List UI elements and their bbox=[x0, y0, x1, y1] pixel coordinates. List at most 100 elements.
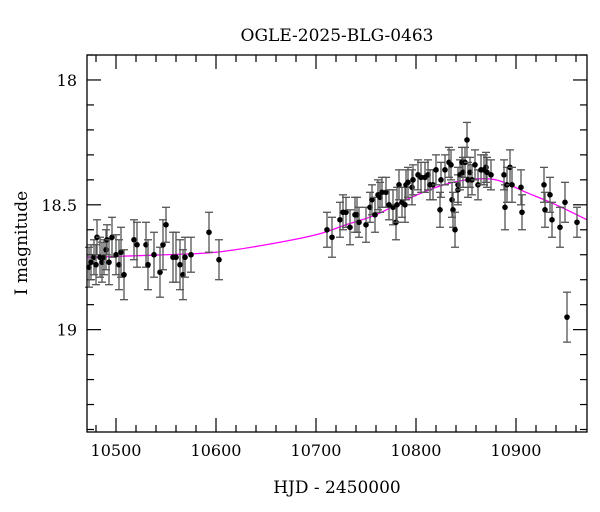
data-point bbox=[395, 169, 403, 201]
data-point bbox=[355, 206, 363, 238]
data-point bbox=[133, 221, 141, 268]
data-point bbox=[546, 176, 554, 213]
data-point bbox=[142, 221, 150, 268]
data-point bbox=[508, 166, 516, 203]
x-tick-label: 10500 bbox=[91, 441, 142, 460]
data-point bbox=[181, 236, 189, 278]
data-point bbox=[548, 201, 556, 238]
y-tick-label: 18 bbox=[57, 71, 77, 90]
data-marker bbox=[103, 246, 109, 253]
data-marker bbox=[160, 241, 166, 248]
data-marker bbox=[557, 224, 563, 231]
data-point bbox=[336, 201, 344, 238]
data-marker bbox=[386, 202, 392, 208]
data-point bbox=[540, 166, 548, 203]
data-point bbox=[156, 246, 164, 298]
data-marker bbox=[356, 219, 362, 226]
data-marker bbox=[450, 206, 456, 213]
data-point bbox=[92, 244, 100, 286]
data-marker bbox=[541, 182, 547, 188]
chart-title: OGLE-2025-BLG-0463 bbox=[241, 26, 434, 46]
data-marker bbox=[113, 251, 119, 258]
data-marker bbox=[483, 164, 489, 171]
data-marker bbox=[449, 197, 455, 203]
data-marker bbox=[464, 137, 470, 143]
data-marker bbox=[88, 259, 94, 266]
data-marker bbox=[519, 209, 525, 216]
data-point bbox=[409, 164, 417, 196]
data-point bbox=[187, 236, 195, 273]
x-tick-label: 10600 bbox=[191, 441, 242, 460]
data-point bbox=[85, 246, 93, 288]
data-point bbox=[393, 186, 401, 223]
data-point bbox=[556, 206, 564, 248]
data-marker bbox=[121, 271, 127, 278]
data-marker bbox=[109, 234, 115, 241]
data-point bbox=[563, 291, 571, 343]
data-point bbox=[432, 154, 440, 186]
data-marker bbox=[518, 184, 524, 191]
x-tick-label: 10800 bbox=[391, 441, 442, 460]
data-marker bbox=[574, 219, 580, 226]
data-point bbox=[368, 184, 376, 216]
data-marker bbox=[216, 256, 222, 263]
data-marker bbox=[163, 221, 169, 228]
data-marker bbox=[564, 314, 570, 320]
data-marker bbox=[182, 254, 188, 261]
data-marker bbox=[93, 261, 99, 268]
data-point bbox=[573, 206, 581, 238]
data-marker bbox=[433, 167, 439, 173]
data-point bbox=[437, 161, 445, 198]
data-marker bbox=[206, 229, 212, 236]
data-marker bbox=[369, 197, 375, 203]
data-point bbox=[323, 211, 331, 248]
data-marker bbox=[131, 236, 137, 243]
data-marker bbox=[502, 204, 508, 211]
data-marker bbox=[509, 182, 515, 188]
data-marker bbox=[410, 177, 416, 183]
data-marker bbox=[347, 224, 353, 231]
data-point bbox=[108, 216, 116, 258]
y-tick-label: 18.5 bbox=[41, 196, 77, 215]
data-marker bbox=[562, 199, 568, 206]
data-point bbox=[98, 241, 106, 283]
data-point bbox=[518, 194, 526, 231]
data-marker bbox=[372, 211, 378, 218]
data-marker bbox=[188, 251, 194, 258]
data-marker bbox=[151, 251, 157, 258]
data-point bbox=[342, 196, 350, 228]
data-marker bbox=[177, 261, 183, 268]
data-point bbox=[541, 191, 549, 228]
data-marker bbox=[324, 226, 330, 233]
data-point bbox=[172, 231, 180, 283]
data-marker bbox=[488, 172, 494, 178]
data-point bbox=[346, 209, 354, 246]
data-point bbox=[120, 249, 128, 301]
x-axis-label: HJD - 2450000 bbox=[273, 478, 401, 498]
data-marker bbox=[337, 216, 343, 223]
data-point bbox=[205, 211, 213, 253]
data-point bbox=[451, 211, 459, 248]
data-marker bbox=[390, 204, 396, 211]
data-marker bbox=[402, 202, 408, 208]
data-marker bbox=[437, 206, 443, 213]
data-point bbox=[447, 149, 455, 181]
x-tick-label: 10900 bbox=[491, 441, 542, 460]
data-point bbox=[130, 219, 138, 261]
data-point bbox=[449, 191, 457, 228]
data-point bbox=[144, 239, 152, 291]
data-marker bbox=[394, 202, 400, 208]
data-marker bbox=[438, 177, 444, 183]
plot-frame bbox=[86, 54, 588, 433]
data-point bbox=[404, 166, 412, 198]
data-point bbox=[561, 181, 569, 223]
data-point bbox=[215, 239, 223, 281]
data-point bbox=[436, 191, 444, 228]
data-point bbox=[517, 169, 525, 206]
data-point bbox=[487, 159, 495, 191]
data-marker bbox=[549, 216, 555, 223]
data-point bbox=[501, 184, 509, 231]
data-marker bbox=[452, 226, 458, 233]
data-marker bbox=[418, 174, 424, 181]
